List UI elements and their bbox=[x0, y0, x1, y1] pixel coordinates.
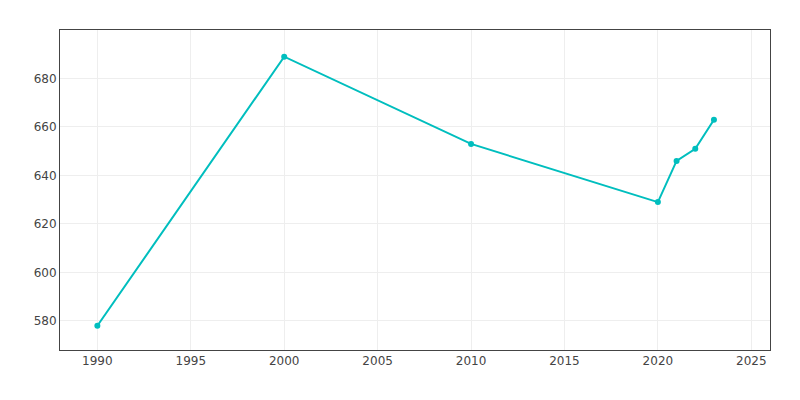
svg-text:1995: 1995 bbox=[176, 354, 207, 368]
svg-text:2025: 2025 bbox=[736, 354, 767, 368]
svg-text:2020: 2020 bbox=[643, 354, 674, 368]
svg-text:2000: 2000 bbox=[269, 354, 300, 368]
svg-text:620: 620 bbox=[34, 217, 57, 231]
svg-text:640: 640 bbox=[34, 169, 57, 183]
svg-text:2005: 2005 bbox=[362, 354, 393, 368]
svg-text:2010: 2010 bbox=[456, 354, 487, 368]
svg-text:580: 580 bbox=[34, 314, 57, 328]
svg-text:2015: 2015 bbox=[549, 354, 580, 368]
svg-text:660: 660 bbox=[34, 120, 57, 134]
svg-text:600: 600 bbox=[34, 266, 57, 280]
svg-text:680: 680 bbox=[34, 72, 57, 86]
svg-text:1990: 1990 bbox=[82, 354, 113, 368]
